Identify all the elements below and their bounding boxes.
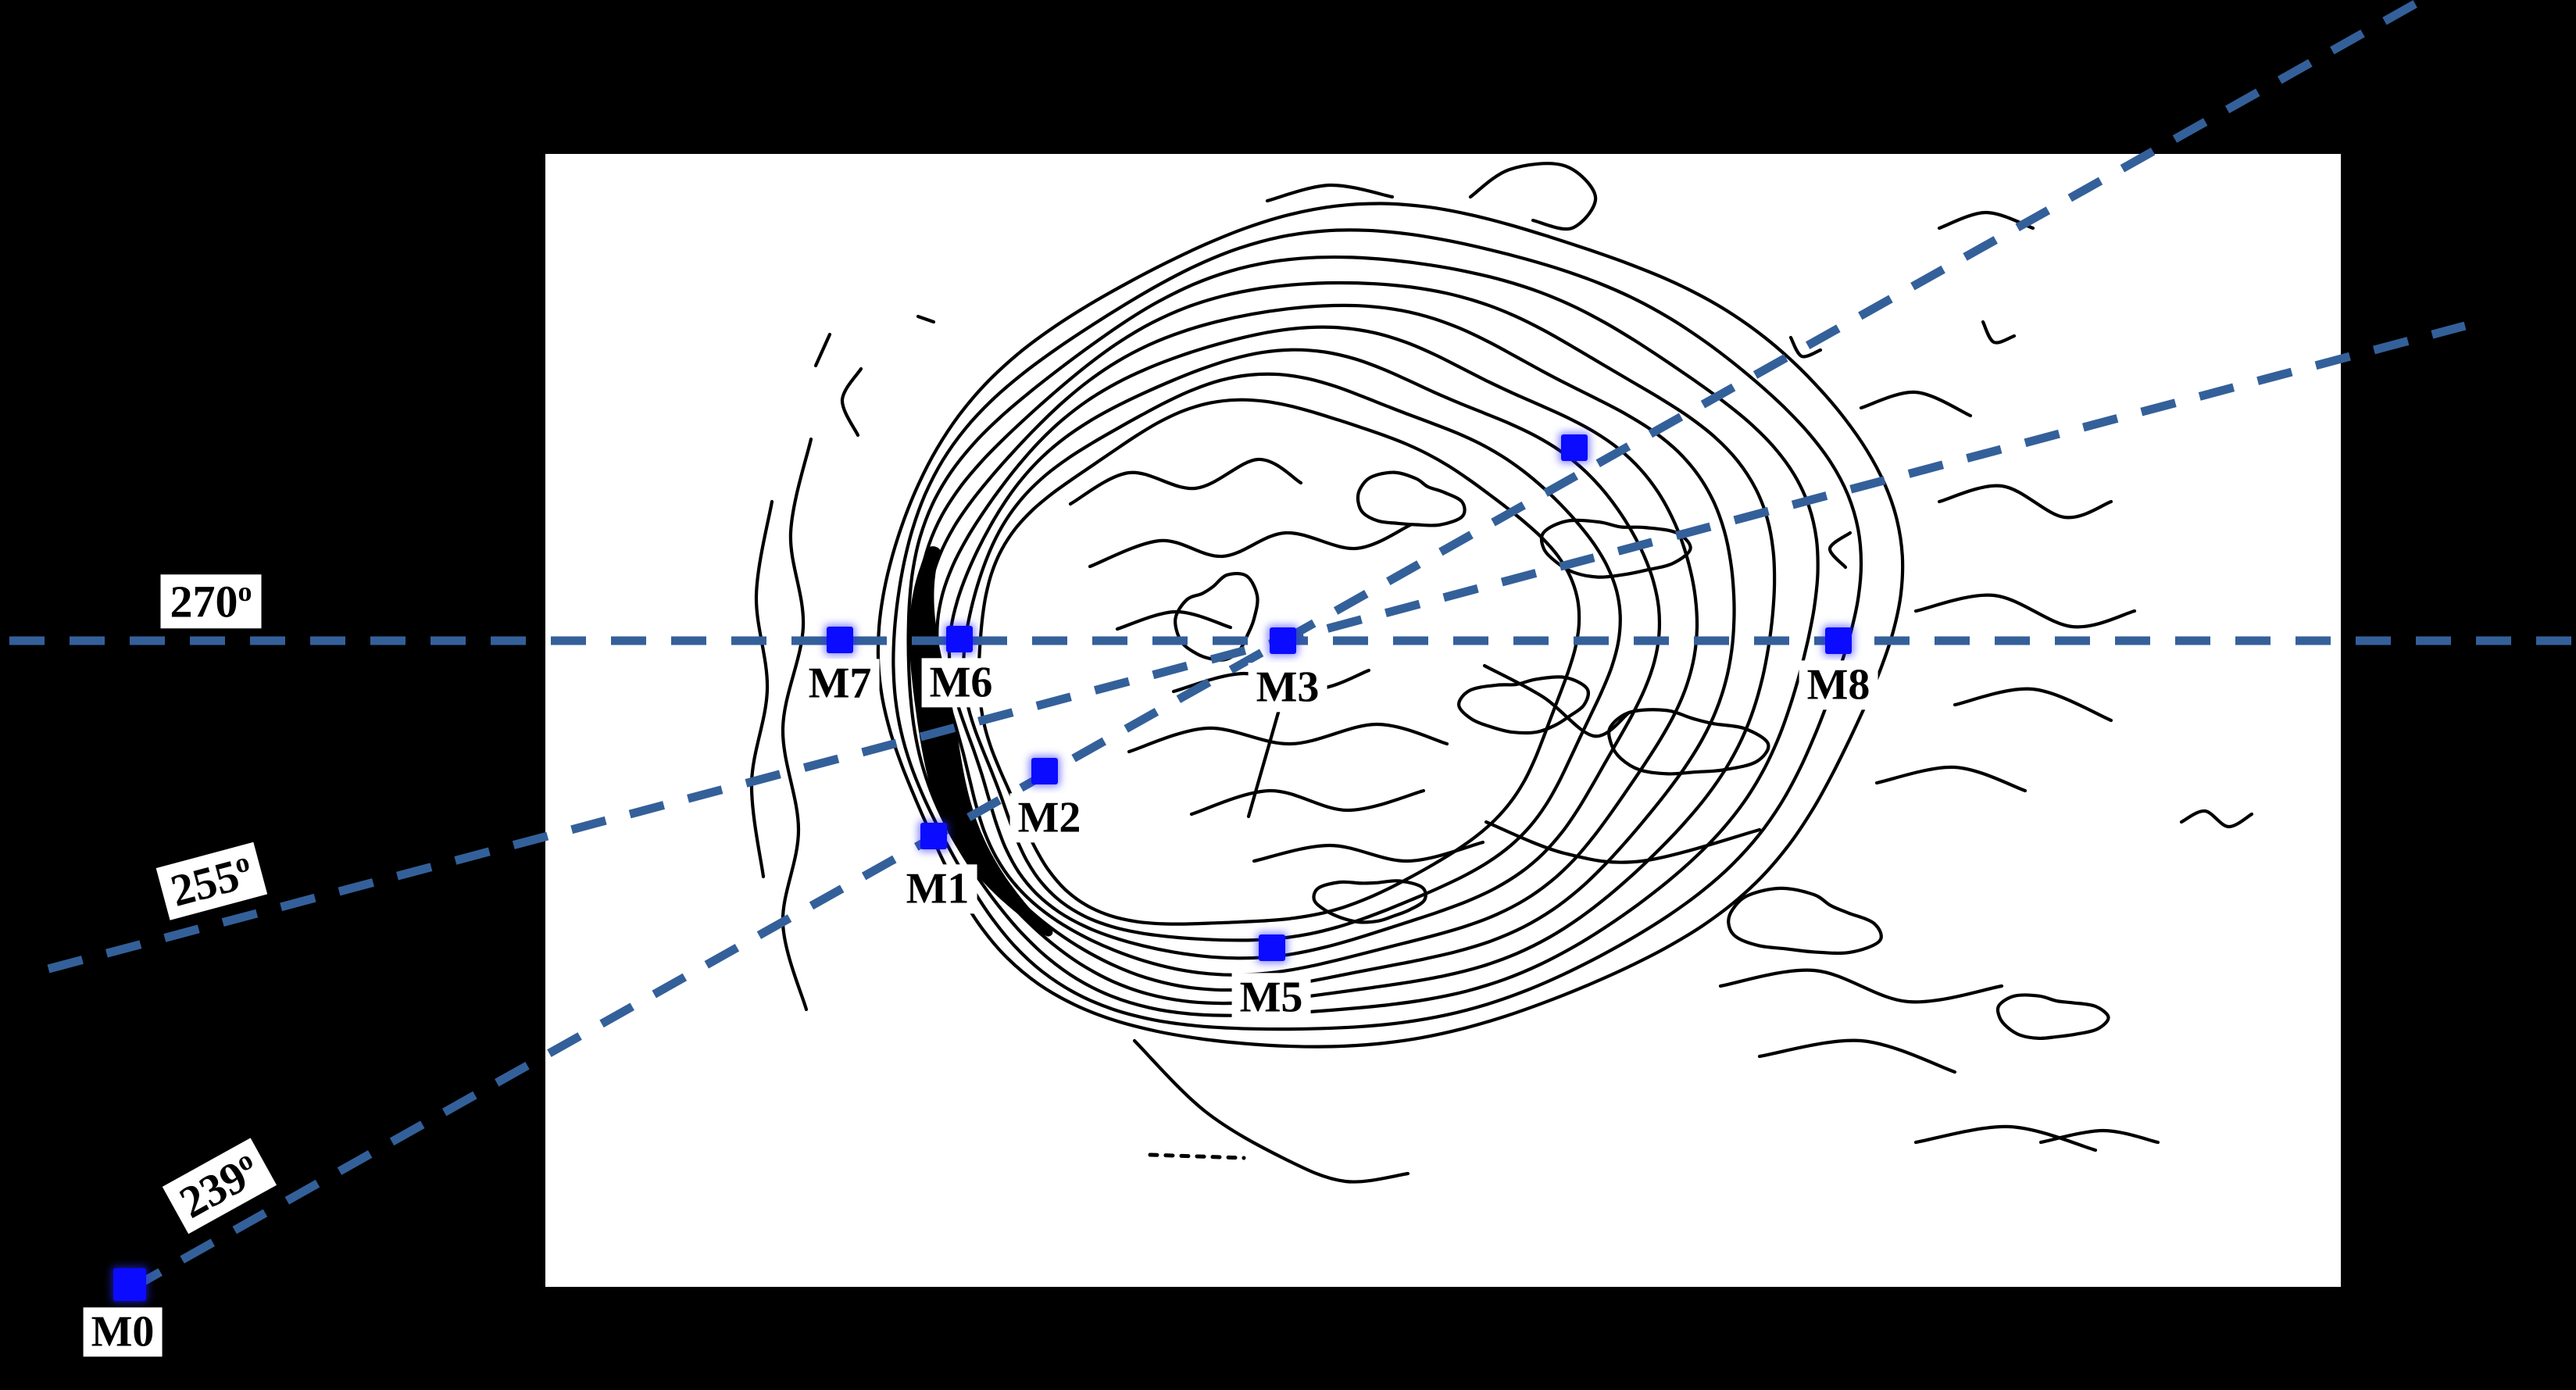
label-m3[interactable]: M3: [1248, 663, 1327, 713]
marker-m0[interactable]: [113, 1268, 146, 1301]
marker-m3[interactable]: [1270, 627, 1296, 654]
angle-label-270-text: 270: [170, 576, 238, 627]
angle-label-270[interactable]: 270o: [160, 574, 262, 629]
marker-m2[interactable]: [1031, 758, 1058, 784]
marker-m7[interactable]: [827, 627, 853, 653]
label-m6[interactable]: M6: [921, 658, 1001, 708]
label-m7[interactable]: M7: [800, 659, 880, 709]
angle-label-270-degree: o: [238, 575, 252, 607]
contour-map-panel: [545, 154, 2341, 1287]
marker-m8[interactable]: [1825, 627, 1852, 654]
marker-m1[interactable]: [920, 823, 947, 849]
label-m1[interactable]: M1: [898, 864, 977, 914]
marker-m4[interactable]: [1561, 434, 1588, 461]
marker-m6[interactable]: [946, 626, 973, 652]
label-m2[interactable]: M2: [1009, 793, 1089, 843]
label-m8[interactable]: M8: [1799, 660, 1878, 710]
dashed-line-239[interactable]: [127, 0, 2424, 1293]
label-m5[interactable]: M5: [1231, 973, 1311, 1023]
dashed-line-255[interactable]: [47, 321, 2467, 974]
label-m0[interactable]: M0: [83, 1307, 163, 1357]
contour-lines: [749, 162, 2254, 1184]
marker-m5[interactable]: [1259, 934, 1285, 961]
